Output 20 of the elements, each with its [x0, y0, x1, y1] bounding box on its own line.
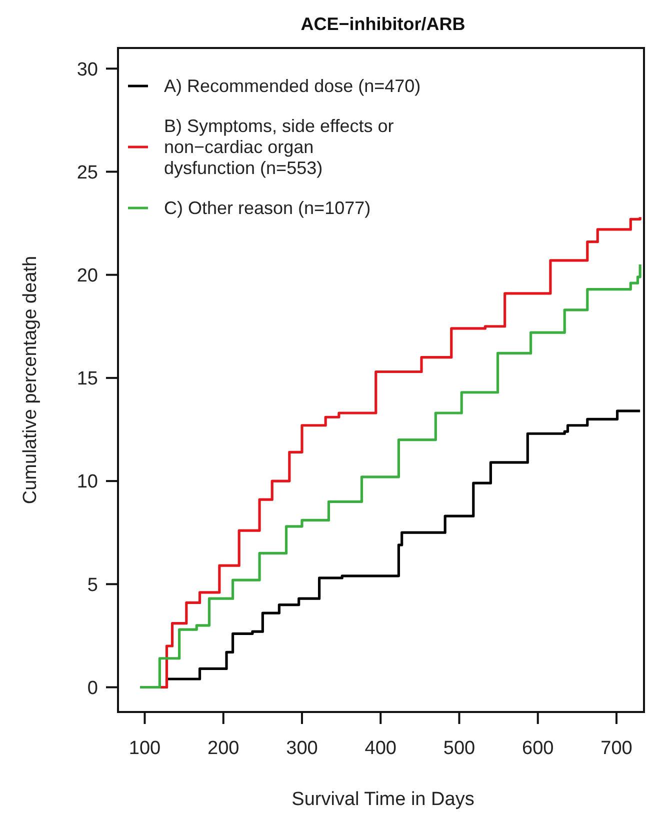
y-tick-label: 20	[76, 265, 98, 286]
x-tick-label: 200	[208, 738, 240, 759]
x-tick-label: 300	[286, 738, 318, 759]
chart-title: ACE−inhibitor/ARB	[300, 14, 466, 34]
y-axis-title: Cumulative percentage death	[20, 256, 41, 504]
x-tick-label: 700	[600, 738, 632, 759]
y-tick-label: 0	[87, 678, 98, 699]
legend-label: C) Other reason (n=1077)	[164, 198, 371, 218]
x-tick-label: 100	[128, 738, 161, 759]
y-tick-label: 15	[76, 368, 98, 390]
x-tick-label: 600	[522, 738, 554, 759]
x-tick-label: 500	[443, 738, 476, 759]
x-axis-title: Survival Time in Days	[292, 789, 474, 810]
x-tick-label: 400	[364, 738, 396, 759]
y-tick-label: 10	[76, 472, 98, 493]
y-tick-label: 5	[87, 574, 98, 596]
y-tick-label: 30	[76, 59, 98, 80]
y-tick-label: 25	[76, 162, 98, 184]
legend-label: B) Symptoms, side effects or non−cardiac organ dysfunction (n=553)	[164, 116, 394, 178]
legend-label: A) Recommended dose (n=470)	[164, 76, 421, 96]
